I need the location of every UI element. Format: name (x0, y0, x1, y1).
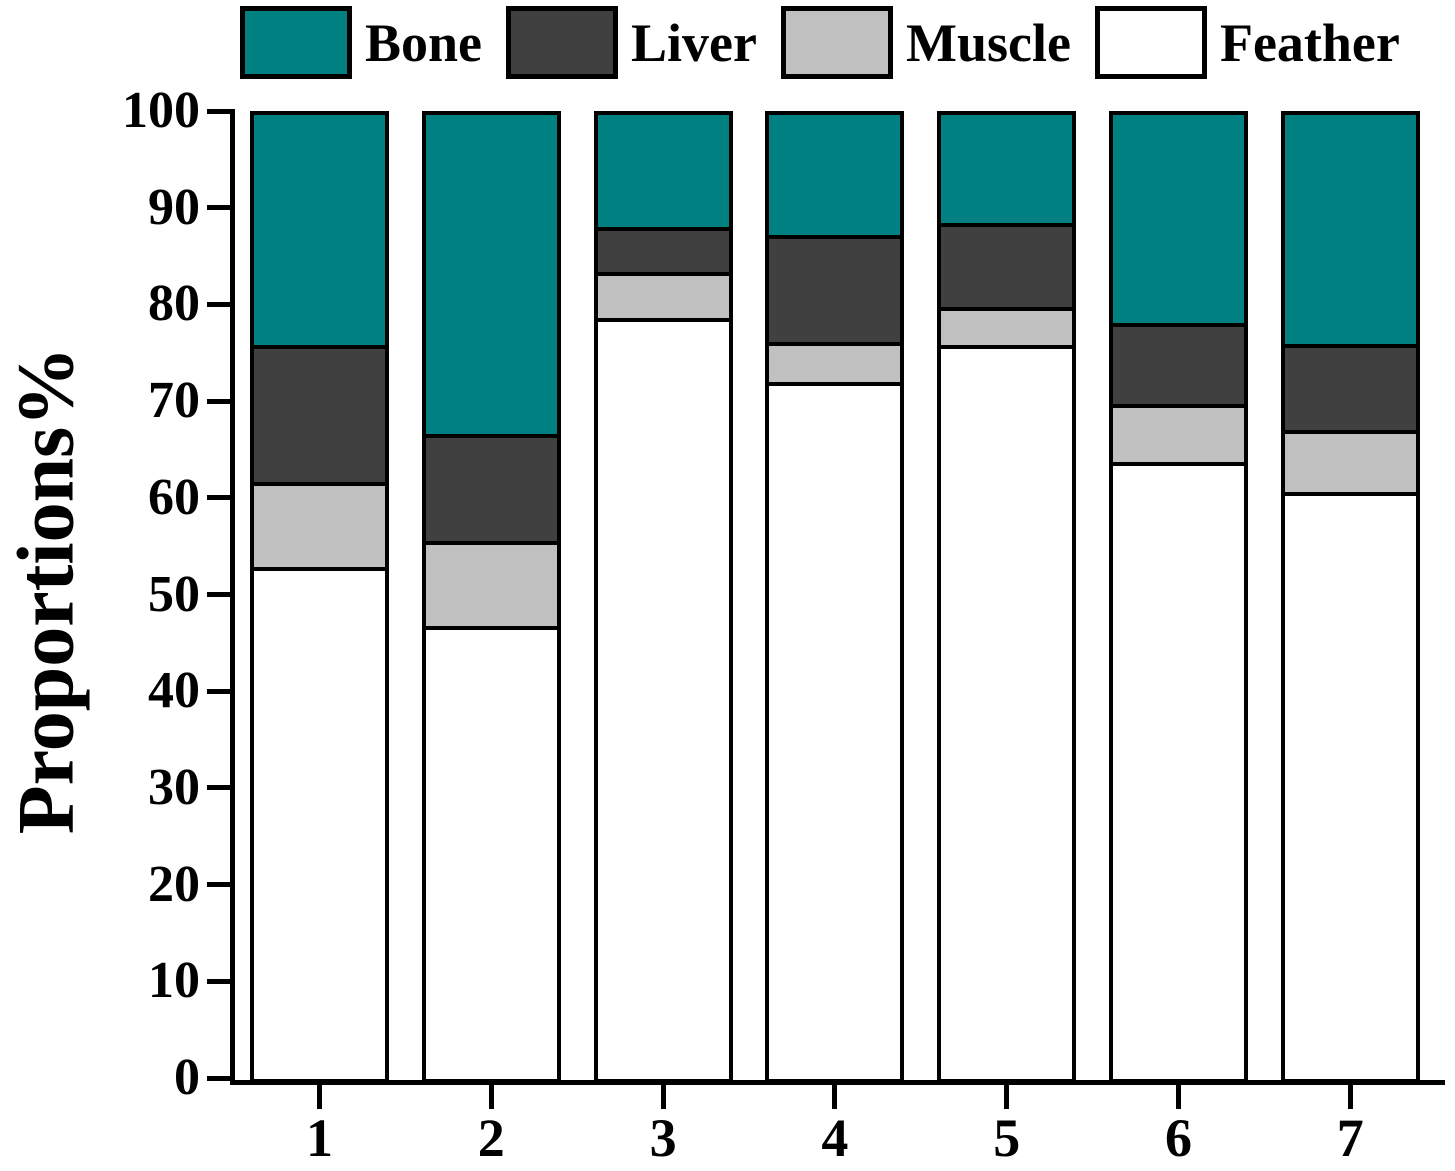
x-tick-label: 4 (821, 1108, 849, 1168)
y-axis-line (230, 109, 235, 1085)
x-tick (660, 1085, 666, 1109)
bar-segment-feather-7 (1280, 491, 1420, 1083)
y-tick (207, 592, 231, 597)
bar-segment-bone-2 (421, 111, 561, 438)
y-tick-label: 40 (148, 662, 200, 720)
bar-segment-liver-2 (421, 433, 561, 546)
y-tick-label: 80 (148, 275, 200, 333)
legend-label-feather: Feather (1219, 12, 1400, 73)
bar-segment-bone-6 (1109, 111, 1248, 327)
legend-item-bone: Bone (240, 6, 506, 79)
y-tick (207, 495, 231, 501)
y-tick-label: 0 (174, 1049, 200, 1106)
legend-swatch-bone (240, 6, 352, 79)
x-tick-label: 3 (649, 1108, 677, 1168)
x-tick (1347, 1085, 1353, 1109)
x-tick (317, 1085, 322, 1109)
legend-item-feather: Feather (1094, 6, 1424, 79)
bar-segment-bone-5 (937, 111, 1077, 228)
x-tick-label: 6 (1165, 1108, 1192, 1168)
y-tick-label: 70 (148, 372, 200, 430)
bar-segment-liver-1 (250, 345, 389, 487)
bar-segment-muscle-1 (250, 482, 389, 572)
bar-segment-muscle-2 (421, 541, 561, 631)
y-tick (207, 205, 231, 211)
legend-swatch-muscle (781, 6, 893, 79)
x-tick-label: 2 (477, 1108, 505, 1168)
bar-segment-feather-6 (1109, 462, 1248, 1083)
bar-segment-bone-7 (1280, 111, 1420, 349)
x-tick-label: 7 (1336, 1108, 1364, 1168)
legend-label-bone: Bone (365, 12, 483, 73)
x-tick (1004, 1085, 1010, 1109)
bar-segment-liver-6 (1109, 322, 1248, 408)
y-tick-label: 10 (148, 952, 200, 1010)
bar-segment-liver-4 (765, 234, 905, 347)
y-tick-label: 30 (148, 758, 200, 816)
chart-legend: Bone Liver Muscle Feather (240, 6, 1424, 79)
y-tick (207, 688, 231, 694)
bar-segment-feather-2 (421, 626, 561, 1083)
y-tick (207, 1075, 231, 1081)
legend-swatch-liver (506, 6, 619, 79)
bar-segment-liver-5 (937, 223, 1077, 312)
bar-segment-muscle-3 (593, 271, 733, 322)
legend-label-muscle: Muscle (906, 12, 1071, 73)
y-tick-label: 50 (148, 565, 200, 623)
y-tick (207, 108, 231, 114)
y-tick-label: 20 (148, 855, 200, 913)
x-tick (488, 1085, 494, 1109)
bar-segment-muscle-7 (1280, 430, 1420, 496)
y-tick (207, 398, 231, 404)
bar-segment-liver-3 (593, 227, 733, 276)
bar-segment-muscle-6 (1109, 404, 1248, 467)
bar-segment-liver-7 (1280, 344, 1420, 435)
legend-item-liver: Liver (506, 6, 781, 79)
bar-segment-bone-4 (765, 111, 905, 239)
y-tick (207, 785, 231, 791)
y-tick (207, 301, 231, 307)
bar-segment-bone-1 (250, 111, 389, 349)
legend-label-liver: Liver (631, 12, 757, 73)
bar-segment-muscle-5 (937, 307, 1077, 349)
y-tick-label: 90 (148, 178, 200, 236)
y-tick (207, 882, 231, 888)
y-tick (207, 978, 231, 984)
x-tick (1176, 1085, 1181, 1109)
legend-swatch-feather (1094, 6, 1207, 79)
y-tick-label: 100 (122, 82, 200, 139)
y-tick-label: 60 (148, 468, 200, 526)
bar-segment-feather-1 (250, 567, 389, 1083)
bar-segment-muscle-4 (765, 342, 905, 386)
x-tick-label: 5 (993, 1108, 1021, 1168)
x-tick (832, 1085, 838, 1109)
x-tick-label: 1 (306, 1108, 333, 1168)
bar-segment-bone-3 (593, 111, 733, 232)
legend-item-muscle: Muscle (781, 6, 1095, 79)
bar-segment-feather-5 (937, 345, 1077, 1083)
bar-segment-feather-4 (765, 381, 905, 1083)
bar-segment-feather-3 (593, 317, 733, 1083)
